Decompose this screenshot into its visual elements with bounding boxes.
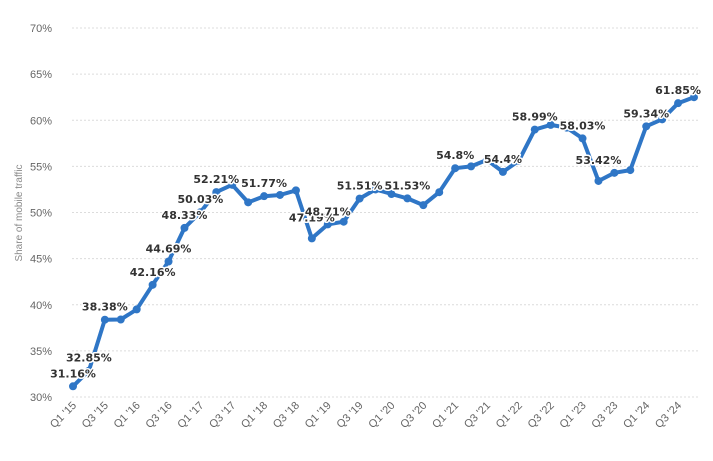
data-label: 44.69% xyxy=(146,242,192,255)
y-tick-label: 65% xyxy=(30,69,52,81)
x-tick-label: Q1 '21 xyxy=(430,400,461,431)
x-tick-label: Q3 '16 xyxy=(143,400,174,431)
data-point xyxy=(132,305,141,314)
data-point xyxy=(435,188,444,197)
data-point xyxy=(196,208,205,217)
data-point xyxy=(148,280,157,289)
data-point xyxy=(578,134,587,143)
data-point xyxy=(658,115,667,124)
x-tick-label: Q3 '20 xyxy=(398,400,429,431)
data-point xyxy=(307,234,316,243)
x-tick-label: Q1 '15 xyxy=(48,400,79,431)
data-label: 48.71% xyxy=(305,205,351,218)
data-point xyxy=(164,257,173,266)
data-point xyxy=(674,99,683,108)
data-point xyxy=(467,162,476,171)
y-tick-label: 50% xyxy=(30,208,52,220)
data-point xyxy=(116,315,125,324)
y-tick-label: 35% xyxy=(30,346,52,358)
data-point xyxy=(212,188,221,197)
data-point xyxy=(562,123,571,132)
x-tick-label: Q1 '20 xyxy=(366,400,397,431)
data-point xyxy=(546,120,555,129)
data-point xyxy=(642,122,651,131)
y-tick-label: 30% xyxy=(30,392,52,404)
data-label: 54.8% xyxy=(436,149,474,162)
data-labels: 31.16% 32.85% 38.38% 42.16% 44.69% 48.33% 50.0… xyxy=(49,83,703,382)
data-label: 38.38% xyxy=(82,301,128,314)
data-label: 54.4% xyxy=(484,153,522,166)
data-label: 51.53% xyxy=(384,179,430,192)
x-tick-label: Q3 '22 xyxy=(526,400,557,431)
data-point xyxy=(483,155,491,164)
data-point xyxy=(387,190,396,199)
y-tick-label: 70% xyxy=(30,23,52,35)
x-tick-label: Q1 '24 xyxy=(621,400,652,431)
data-point xyxy=(690,93,698,102)
data-point xyxy=(355,194,364,203)
x-tick-label: Q3 '24 xyxy=(653,400,684,431)
data-point xyxy=(419,201,428,210)
data-label: 32.85% xyxy=(66,352,112,365)
x-tick-label: Q3 '23 xyxy=(589,400,620,431)
x-axis: Q1 '15 Q3 '15 Q1 '16 Q3 '16 Q1 '17 Q3 '17 Q1 '… xyxy=(48,400,684,431)
data-point xyxy=(291,186,300,195)
data-point xyxy=(228,180,237,189)
gridlines xyxy=(72,27,700,398)
data-label: 51.77% xyxy=(241,177,287,190)
data-point xyxy=(276,190,284,199)
data-point xyxy=(594,176,603,185)
data-point xyxy=(403,194,412,203)
y-tick-label: 60% xyxy=(30,115,52,127)
data-label: 47.19% xyxy=(289,211,335,224)
data-label: 42.16% xyxy=(130,266,176,279)
data-point xyxy=(339,217,348,226)
x-tick-label: Q1 '19 xyxy=(303,400,334,431)
y-tick-label: 40% xyxy=(30,300,52,312)
data-label: 59.34% xyxy=(623,107,669,120)
data-label: 58.03% xyxy=(560,119,606,132)
data-point xyxy=(451,164,460,173)
x-tick-label: Q1 '18 xyxy=(239,400,270,431)
data-label: 61.85% xyxy=(655,84,701,97)
x-tick-label: Q3 '17 xyxy=(207,400,238,431)
y-axis: 30% 35% 40% 45% 50% 55% 60% 65% 70% xyxy=(30,23,52,404)
x-tick-label: Q3 '21 xyxy=(462,400,493,431)
data-label: 31.16% xyxy=(50,367,96,380)
data-point xyxy=(180,223,189,232)
y-axis-label: Share of mobile traffic xyxy=(14,164,25,261)
data-label: 58.99% xyxy=(512,111,558,124)
data-point xyxy=(100,315,109,324)
data-label: 53.42% xyxy=(576,154,622,167)
data-points xyxy=(69,93,698,391)
y-tick-label: 55% xyxy=(30,161,52,173)
data-label: 48.33% xyxy=(162,209,208,222)
data-point xyxy=(371,185,380,194)
series-line xyxy=(71,95,696,389)
data-point xyxy=(498,167,507,176)
data-point xyxy=(323,220,332,229)
data-point xyxy=(530,125,539,134)
x-tick-label: Q3 '19 xyxy=(335,400,366,431)
data-point xyxy=(626,166,635,175)
data-point xyxy=(244,198,253,207)
data-label: 52.21% xyxy=(193,173,239,186)
data-label: 50.03% xyxy=(177,193,223,206)
data-point xyxy=(69,382,77,391)
data-label: 51.51% xyxy=(337,180,383,193)
data-point xyxy=(514,156,523,165)
x-tick-label: Q1 '17 xyxy=(175,400,206,431)
x-tick-label: Q1 '16 xyxy=(112,400,143,431)
data-point xyxy=(260,192,269,201)
y-tick-label: 45% xyxy=(30,254,52,266)
data-point xyxy=(84,366,93,375)
x-tick-label: Q1 '22 xyxy=(494,400,525,431)
x-tick-label: Q1 '23 xyxy=(557,400,588,431)
x-tick-label: Q3 '18 xyxy=(271,400,302,431)
x-tick-label: Q3 '15 xyxy=(80,400,111,431)
data-point xyxy=(610,168,619,177)
